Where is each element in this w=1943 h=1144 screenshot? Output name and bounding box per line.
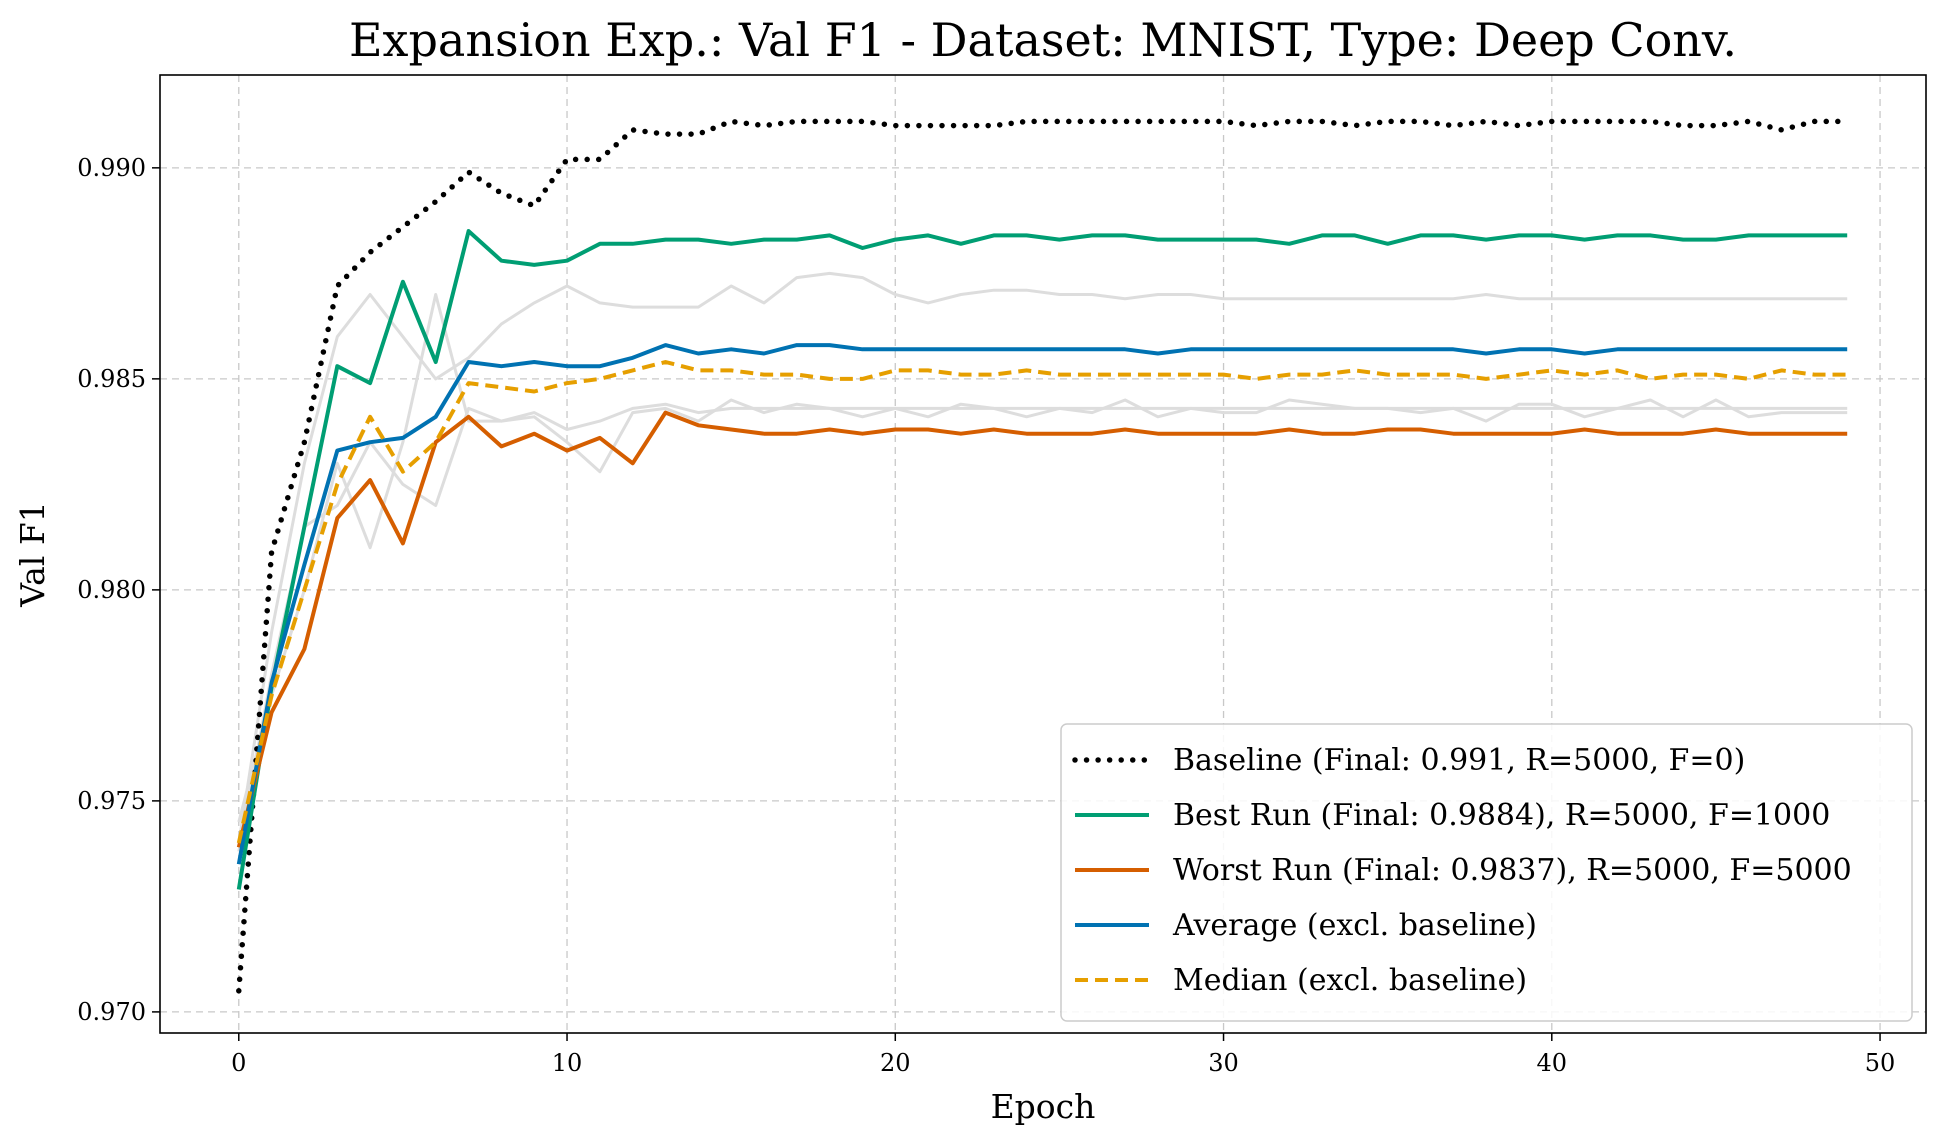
y-tick-label: 0.990 — [77, 154, 146, 182]
x-tick-label: 20 — [880, 1049, 911, 1077]
legend-label: Baseline (Final: 0.991, R=5000, F=0) — [1173, 743, 1745, 778]
x-tick-label: 30 — [1208, 1049, 1239, 1077]
x-axis-label: Epoch — [991, 1087, 1096, 1126]
background-run-line — [237, 271, 1848, 844]
y-axis-label: Val F1 — [13, 501, 52, 607]
legend-label: Best Run (Final: 0.9884), R=5000, F=1000 — [1173, 798, 1830, 833]
legend: Baseline (Final: 0.991, R=5000, F=0) Best… — [1060, 723, 1913, 1022]
plot-frame — [159, 74, 1927, 1034]
background-series-layer — [237, 271, 1848, 852]
legend-label: Average (excl. baseline) — [1172, 908, 1537, 943]
series-line — [236, 229, 1848, 890]
x-tick-label: 50 — [1865, 1049, 1896, 1077]
x-tick-label: 10 — [552, 1049, 583, 1077]
series-line — [236, 360, 1848, 844]
tick-layer: 0 10 20 30 40 50 0.970 0.975 0.980 0.985 0.990 — [77, 154, 1895, 1077]
y-tick-label: 0.980 — [77, 576, 146, 604]
y-tick-label: 0.970 — [77, 998, 146, 1026]
series-line — [236, 410, 1848, 848]
y-tick-label: 0.985 — [77, 365, 146, 393]
legend-box — [1060, 723, 1913, 1022]
x-tick-label: 0 — [231, 1049, 246, 1077]
y-tick-label: 0.975 — [77, 787, 146, 815]
legend-label: Median (excl. baseline) — [1173, 963, 1527, 998]
chart-title: Expansion Exp.: Val F1 - Dataset: MNIST,… — [349, 13, 1737, 67]
legend-label: Worst Run (Final: 0.9837), R=5000, F=500… — [1173, 853, 1852, 888]
series-layer — [236, 118, 1850, 994]
legend-items: Baseline (Final: 0.991, R=5000, F=0) Best… — [1072, 743, 1852, 998]
series-line — [236, 343, 1848, 865]
background-run-line — [237, 402, 1848, 852]
series-line — [236, 118, 1850, 994]
x-tick-label: 40 — [1537, 1049, 1568, 1077]
